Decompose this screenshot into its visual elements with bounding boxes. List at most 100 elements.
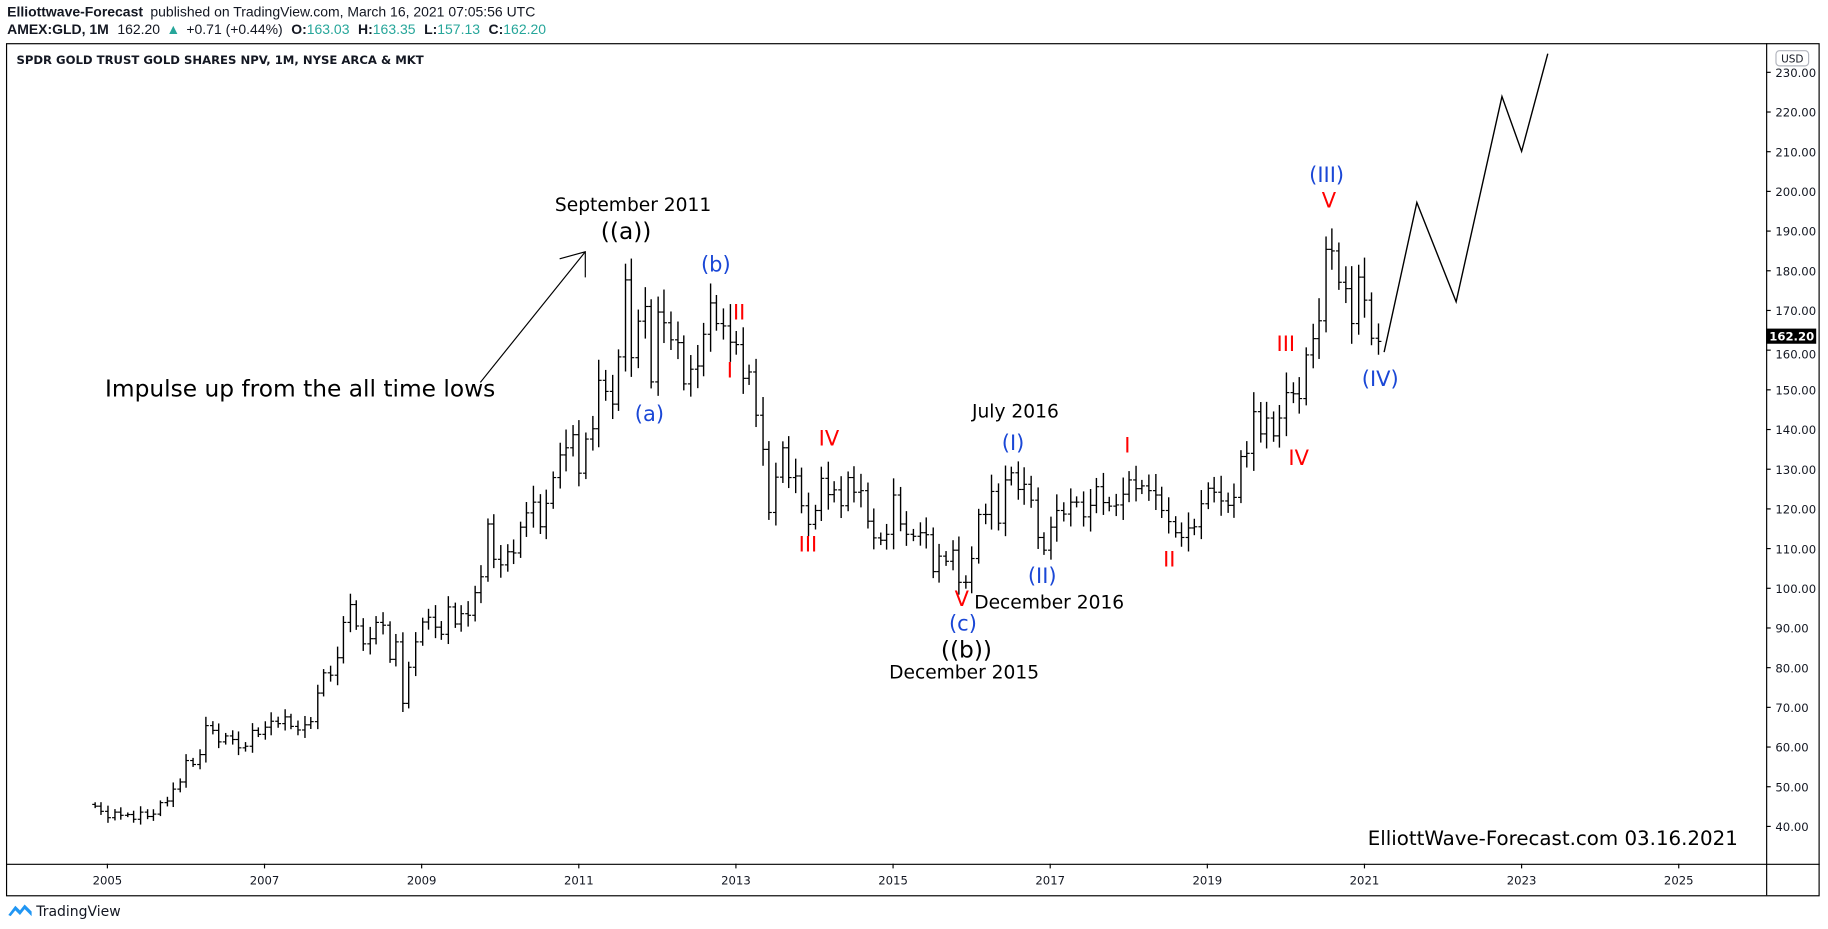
ohlc-bar (1133, 465, 1139, 502)
time-axis[interactable]: 2005 2007 2009 2011 2013 2015 2017 2019 2021 2023… (93, 863, 1694, 888)
ohlc-bar (1323, 236, 1329, 333)
ohlc-bar (1106, 496, 1113, 512)
time-tick-label: 2025 (1664, 874, 1694, 888)
ohlc-bar (1073, 496, 1080, 508)
time-tick-label: 2005 (93, 874, 123, 888)
ohlc-bar (202, 716, 209, 763)
ohlc-bar (130, 810, 137, 823)
ohlc-bar (1218, 475, 1225, 516)
ohlc-bar (452, 602, 459, 628)
ohlc-bar (831, 481, 838, 503)
wave-label: (III) (1309, 163, 1344, 187)
ohlc-bar (851, 466, 857, 503)
ohlc-bar (1178, 522, 1185, 547)
wave-label: Impulse up from the all time lows (105, 375, 495, 402)
ohlc-bar (150, 809, 157, 821)
ohlc-bar (609, 374, 616, 420)
arrow-head-icon (559, 251, 586, 278)
ohlc-bar (1015, 461, 1022, 500)
ohlc-bar (1113, 493, 1120, 517)
ohlc-bar (249, 723, 256, 753)
author-name[interactable]: Elliottwave-Forecast (7, 3, 143, 19)
ohlc-bar (183, 754, 189, 788)
ohlc-bar (432, 605, 439, 639)
ohlc-bar (720, 308, 727, 340)
ohlc-bar (229, 730, 236, 745)
published-text: published on TradingView.com, March 16, … (150, 3, 535, 19)
ohlc-bar (1041, 532, 1047, 555)
ohlc-bar (170, 782, 177, 808)
arrow-line (479, 251, 586, 383)
ohlc-bar (387, 621, 393, 663)
ohlc-bar (124, 812, 131, 818)
ohlc-bar (570, 425, 576, 457)
ohlc-bar (962, 575, 969, 589)
ohlc-bar (517, 521, 524, 558)
price-axis[interactable]: 230.00 220.00 210.00 200.00 190.00 180.00 170.… (1766, 66, 1816, 834)
wave-label: II (1163, 547, 1175, 571)
ohlc-bar (615, 349, 622, 411)
ohlc-bar (923, 517, 930, 549)
ohlc-bar (1276, 404, 1283, 448)
ohlc-bar (765, 441, 772, 520)
ohlc-bar (334, 646, 341, 686)
ohlc-bar (485, 518, 491, 582)
ohlc-bar (694, 344, 701, 389)
price-tick-label: 180.00 (1775, 264, 1816, 278)
price-tick-label: 220.00 (1775, 106, 1816, 120)
ohlc-bar (825, 461, 832, 510)
ohlc-bar (785, 436, 792, 489)
ohlc-bar (943, 551, 949, 566)
ohlc-bar (890, 478, 897, 550)
ohlc-bar (858, 473, 864, 508)
tradingview-logo[interactable]: TradingView (8, 904, 121, 920)
close-value: 162.20 (503, 21, 546, 37)
chart-title: SPDR GOLD TRUST GOLD SHARES NPV, 1M, NYS… (16, 53, 423, 67)
symbol: AMEX:GLD, 1M (7, 21, 109, 37)
ohlc-bar (713, 294, 720, 331)
wave-label: V (955, 587, 970, 611)
ohlc-bar (812, 504, 819, 530)
ohlc-bar (1335, 242, 1342, 290)
ohlc-bar (917, 522, 924, 546)
ohlc-bar (419, 617, 426, 646)
time-tick-label: 2013 (721, 874, 751, 888)
wave-label: II (733, 300, 745, 324)
ohlc-bar (575, 420, 582, 487)
ohlc-bar (1158, 486, 1165, 518)
ohlc-bar (405, 661, 412, 709)
currency-badge[interactable]: USD (1775, 50, 1810, 67)
ohlc-bar (1185, 512, 1192, 552)
projection-path (1383, 53, 1549, 353)
ohlc-bar (930, 527, 937, 579)
ohlc-bar (1191, 518, 1198, 536)
ohlc-bar (510, 539, 517, 565)
ohlc-bar (1080, 491, 1087, 527)
ohlc-bar (275, 716, 282, 728)
ohlc-bar (367, 626, 374, 655)
tradingview-brand: TradingView (35, 904, 120, 920)
chart-frame (5, 43, 1820, 897)
wave-label: July 2016 (971, 401, 1059, 422)
wave-label: September 2011 (555, 195, 711, 216)
ohlc-bar (98, 802, 104, 815)
ohlc-bar (314, 684, 321, 730)
ohlc-bar (235, 731, 242, 756)
ohlc-bar (1120, 477, 1127, 520)
wave-label: ((b)) (941, 636, 992, 663)
open-value: 163.03 (307, 21, 350, 37)
tradingview-cloud-icon (8, 904, 32, 917)
ohlc-bar (936, 543, 942, 583)
ohlc-bar (1152, 473, 1159, 511)
ohlc-bar (543, 489, 550, 540)
ohlc-bar (268, 712, 275, 736)
price-tick-label: 190.00 (1775, 225, 1816, 239)
ohlc-bar (1361, 257, 1368, 318)
time-tick-label: 2019 (1193, 874, 1223, 888)
ohlc-bar (675, 321, 681, 360)
ohlc-bar (557, 442, 564, 489)
ohlc-bar (805, 492, 812, 537)
ohlc-bar (255, 727, 262, 738)
ohlc-bar (968, 546, 975, 594)
ohlc-bar (727, 304, 734, 362)
